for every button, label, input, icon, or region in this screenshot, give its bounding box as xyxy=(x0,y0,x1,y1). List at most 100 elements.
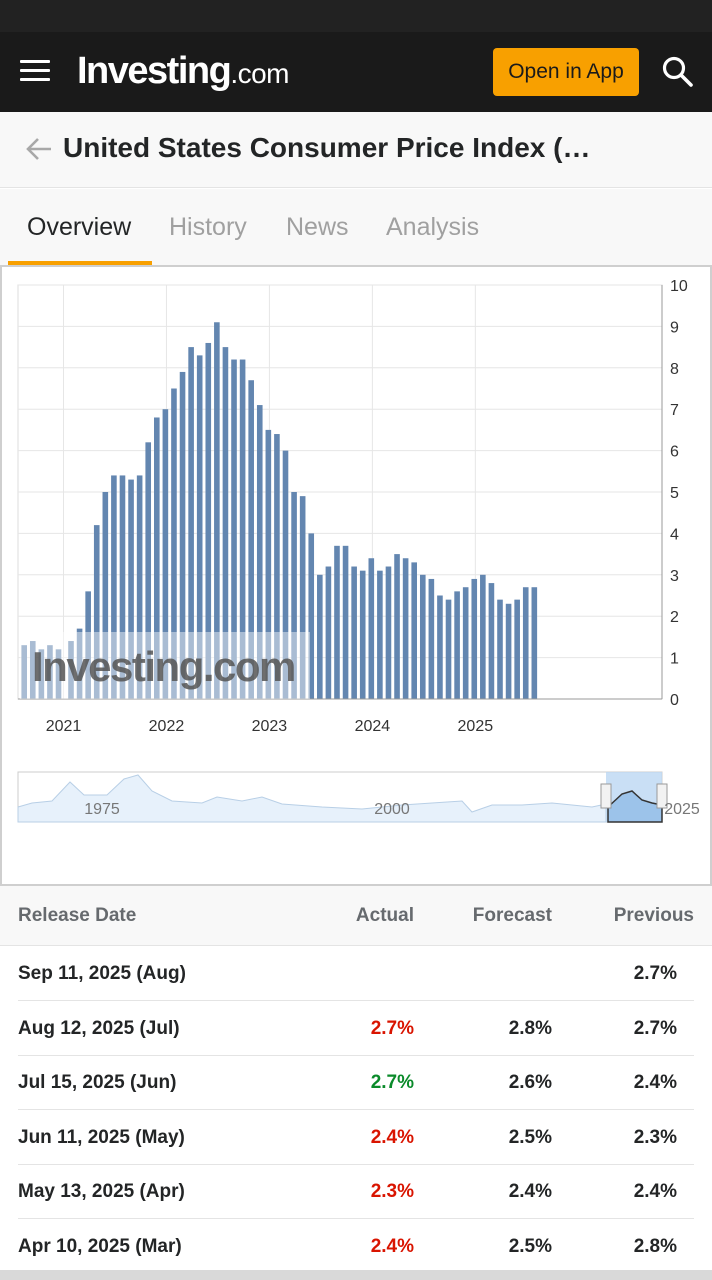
chart-bar xyxy=(231,359,237,699)
x-tick-label: 2022 xyxy=(149,718,185,735)
navigator-tick-label: 1975 xyxy=(84,801,120,818)
x-tick-label: 2021 xyxy=(46,718,82,735)
chart-bar xyxy=(488,583,495,699)
chart-bar xyxy=(402,558,409,699)
actual-cell: 2.7% xyxy=(370,1072,414,1094)
header-release-date[interactable]: Release Date xyxy=(18,905,137,926)
release-date-cell: May 13, 2025 (Apr) xyxy=(18,1181,185,1203)
table-row[interactable]: Sep 11, 2025 (Aug) 2.7% xyxy=(0,946,712,1001)
arrow-left-icon[interactable] xyxy=(24,134,54,164)
chart-bar xyxy=(308,533,315,699)
chart-bar xyxy=(385,566,392,699)
search-icon[interactable] xyxy=(660,54,696,90)
actual-cell: 2.4% xyxy=(370,1126,414,1148)
chart-bar xyxy=(171,388,177,699)
chart-bar xyxy=(299,496,306,699)
status-bar xyxy=(0,0,712,32)
release-date-cell: Jun 11, 2025 (May) xyxy=(18,1126,185,1148)
y-tick-label: 5 xyxy=(670,485,679,502)
release-date-cell: Aug 12, 2025 (Jul) xyxy=(18,1017,180,1039)
tab-overview[interactable]: Overview xyxy=(27,213,132,241)
chart-bar xyxy=(76,628,83,699)
chart-canvas[interactable]: 0 1 2 3 4 5 6 7 8 9 10 2021 2022 2023 2024 2025 Investin… xyxy=(2,267,710,884)
chart-bar xyxy=(93,525,100,699)
chart-bar xyxy=(248,380,254,699)
table-header: Release Date Actual Forecast Previous xyxy=(0,886,712,946)
navigator-tick-label: 2000 xyxy=(374,801,410,818)
chart-bar xyxy=(282,450,289,699)
release-date-cell: Jul 15, 2025 (Jun) xyxy=(18,1072,177,1094)
y-tick-label: 1 xyxy=(670,651,679,668)
chart-bar xyxy=(368,558,375,699)
chart-bar xyxy=(334,545,340,699)
chart-bar xyxy=(522,587,529,699)
table-row[interactable]: Jun 11, 2025 (May) 2.4% 2.5% 2.3% xyxy=(0,1110,712,1165)
chart-bar xyxy=(445,599,452,699)
chart-bar xyxy=(21,645,27,699)
chart-bar xyxy=(291,492,297,699)
row-divider xyxy=(18,1054,694,1056)
header-actual[interactable]: Actual xyxy=(355,905,414,926)
chart-bar xyxy=(55,649,62,699)
row-divider xyxy=(18,1109,694,1111)
chart-bar xyxy=(154,417,160,699)
chart-bar xyxy=(377,570,383,699)
x-tick-label: 2024 xyxy=(355,718,391,735)
chart-bar xyxy=(317,574,323,699)
tab-history[interactable]: History xyxy=(169,213,247,241)
chart-bar xyxy=(128,479,134,699)
chart-bar xyxy=(514,599,520,699)
watermark-backdrop xyxy=(20,632,310,699)
chart-bar xyxy=(454,591,460,699)
chart-bar xyxy=(497,599,503,699)
logo-suffix-text: .com xyxy=(230,58,289,89)
forecast-cell: 2.5% xyxy=(508,1126,552,1148)
navigator-series xyxy=(17,774,607,823)
table-row[interactable]: Apr 10, 2025 (Mar) 2.4% 2.5% 2.8% xyxy=(0,1219,712,1274)
forecast-cell: 2.6% xyxy=(508,1072,552,1094)
navigator-tick-label: 2025 xyxy=(664,801,700,818)
watermark-logo: Investing.com xyxy=(32,643,295,690)
table-row[interactable]: May 13, 2025 (Apr) 2.3% 2.4% 2.4% xyxy=(0,1164,712,1220)
x-tick-label: 2025 xyxy=(458,718,494,735)
previous-cell: 2.8% xyxy=(633,1236,677,1257)
open-in-app-button[interactable]: Open in App xyxy=(493,48,639,96)
y-tick-label: 6 xyxy=(670,444,679,461)
chart-bar xyxy=(179,371,186,699)
investing-logo[interactable]: Investing.com xyxy=(77,50,289,94)
chart-bar xyxy=(205,342,212,699)
chart-bar xyxy=(188,347,194,699)
actual-cell: 2.7% xyxy=(370,1017,414,1039)
page-title-bar: United States Consumer Price Index (… xyxy=(0,112,712,188)
table-row[interactable]: Jul 15, 2025 (Jun) 2.7% 2.6% 2.4% xyxy=(0,1055,712,1111)
chart-bar xyxy=(437,595,443,699)
chart-bar xyxy=(359,570,366,699)
hamburger-menu-icon[interactable] xyxy=(20,60,50,82)
y-tick-label: 8 xyxy=(670,361,679,378)
tab-bar: Overview History News Analysis xyxy=(0,189,712,265)
table-row[interactable]: Aug 12, 2025 (Jul) 2.7% 2.8% 2.7% xyxy=(0,1001,712,1056)
navigator-selected-series xyxy=(607,790,663,823)
actual-cell: 2.3% xyxy=(370,1181,414,1203)
header-previous[interactable]: Previous xyxy=(613,905,694,926)
chart-bar xyxy=(394,554,400,699)
chart-bar xyxy=(111,475,117,699)
tab-news[interactable]: News xyxy=(286,213,349,241)
previous-cell: 2.3% xyxy=(633,1126,677,1148)
chart-bar xyxy=(239,359,246,699)
chart-bar xyxy=(471,578,478,699)
header-forecast[interactable]: Forecast xyxy=(472,905,552,926)
bottom-scroll-edge xyxy=(0,1270,712,1280)
chart-bar xyxy=(29,641,36,699)
row-divider xyxy=(18,1000,694,1001)
forecast-cell: 2.4% xyxy=(508,1181,552,1203)
chart-bar xyxy=(342,545,349,699)
forecast-cell: 2.5% xyxy=(508,1236,552,1257)
chart-bar xyxy=(85,591,91,699)
previous-cell: 2.7% xyxy=(633,963,677,984)
cpi-chart[interactable]: 0 1 2 3 4 5 6 7 8 9 10 2021 2022 2023 2024 2025 Investin… xyxy=(0,265,712,886)
navigator-handle xyxy=(656,783,668,809)
actual-cell: 2.4% xyxy=(370,1236,414,1257)
tab-analysis[interactable]: Analysis xyxy=(386,213,480,241)
chart-bar xyxy=(428,578,435,699)
